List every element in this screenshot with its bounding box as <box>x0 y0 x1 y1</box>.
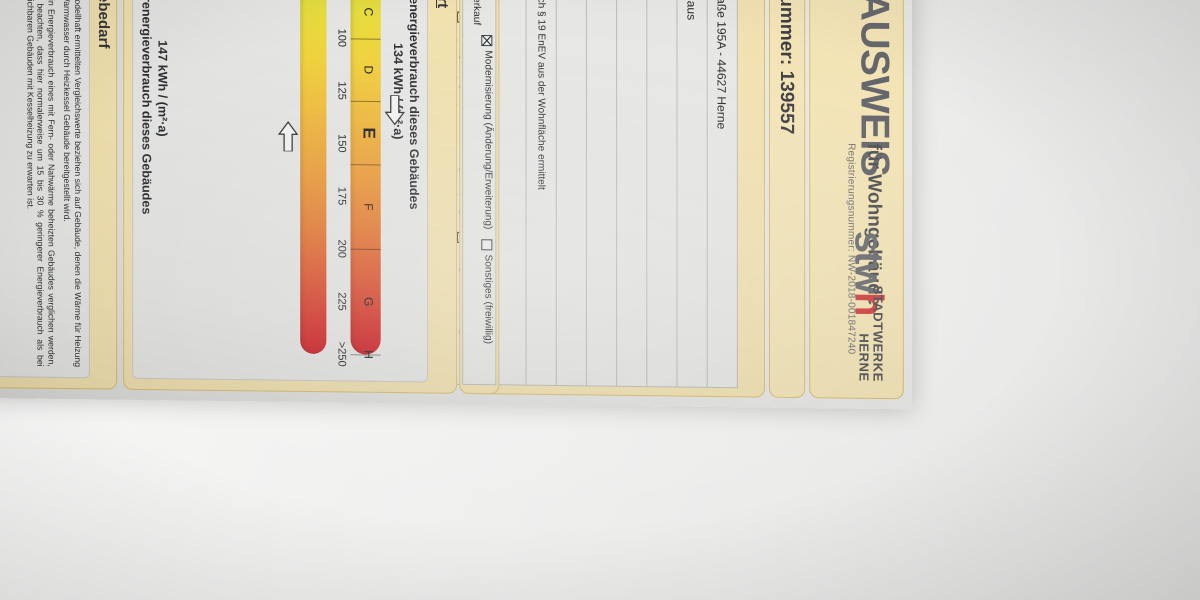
tick-label-200: 200 <box>335 239 348 259</box>
table-row: Gebäudeteil <box>647 0 678 388</box>
row-value-anzahl-wohnungen: 3 <box>556 0 587 387</box>
primary-energy-marker-arrow <box>278 121 299 152</box>
table-row: Baujahr Anlagentechnik / Baujahr Lüftung… <box>586 0 618 387</box>
consumption-section-title: Energieverbrauchskennwert <box>434 0 451 8</box>
energy-scale-card: Endenergieverbrauch dieses Gebäudes 134 … <box>132 0 428 383</box>
option-label: Vermietung/Verkauf <box>471 0 482 25</box>
building-section: Gebäude Adresse Castroper Straße 195A - … <box>438 0 765 398</box>
table-row: Adresse Castroper Straße 195A - 44627 He… <box>707 0 738 389</box>
logo-utility-line2: HERNE <box>856 333 872 382</box>
option-label: Sonstiges (freiwillig) <box>482 254 494 345</box>
class-letter-C: C <box>361 7 376 17</box>
document-header: ENERGIEAUSWEIS für Wohngebäude Zusammenf… <box>809 0 904 400</box>
reason-option-vermietung-verkauf[interactable]: Vermietung/Verkauf <box>471 0 482 25</box>
reason-option-modernisierung[interactable]: Modernisierung (Änderung/Erweiterung) <box>481 35 494 230</box>
row-value-adresse: Castroper Straße 195A - 44627 Herne <box>707 0 738 389</box>
class-divider <box>350 248 381 251</box>
table-row: Gebäudenutzfläche (AN) 266 nach § 19 EnE… <box>526 0 557 386</box>
area-note-checkbox-line: nach § 19 EnEV aus der Wohnfläche ermitt… <box>536 0 547 190</box>
row-value-energietraeger: Erdgas H <box>496 0 527 386</box>
class-letter-E: E <box>359 127 379 139</box>
tick-label-150: 150 <box>335 134 348 153</box>
class-divider <box>350 101 381 103</box>
area-note-label: nach § 19 EnEV aus der Wohnfläche ermitt… <box>535 0 547 190</box>
reason-option-neubau[interactable]: Neubau <box>482 0 493 25</box>
end-energy-marker-arrow <box>384 95 405 126</box>
comparison-card: A+ABCDEFGH 0255075100125150175200225>250… <box>0 0 90 379</box>
tick-label-gt250: >250 <box>335 341 348 367</box>
class-divider <box>350 164 381 166</box>
checkbox-icon[interactable] <box>481 239 493 251</box>
stadtwerke-herne-logo: stwh STADTWERKE HERNE <box>824 230 894 382</box>
class-divider <box>350 38 381 40</box>
end-energy-caption-line2: 134 kWh / (m²·a) <box>390 42 405 140</box>
logo-wordmark-text: stw <box>846 230 891 293</box>
table-row-anlass: Anlass der Ausstellung des Energieauswei… <box>462 0 497 386</box>
reason-section: Anlass der Ausstellung des Energieauswei… <box>459 0 500 395</box>
object-number-bar: Objektnummer: 139557 <box>769 0 806 399</box>
row-value-anlass: Neubau Vermietung/Verkauf Modernisierung… <box>462 0 497 386</box>
comparison-paragraph-1: Die modellhaft ermittelten Vergleichswer… <box>62 0 83 368</box>
table-row: Wesentliche Energieträger für Heizung un… <box>496 0 527 386</box>
energy-consumption-section: Energieverbrauchskennwert Endenergieverb… <box>123 0 458 394</box>
table-row: Baujahr Gebäude 1983 <box>617 0 648 388</box>
end-energy-class-letters: A+ABCDEFGH <box>350 0 381 359</box>
comparison-section: Vergleichswerte Endenergiebedarf A+ABCDE… <box>0 0 118 390</box>
row-value-baujahr-gebaeude: 1983 <box>617 0 648 388</box>
class-letter-F: F <box>361 203 376 211</box>
logo-utility-line1: STADTWERKE <box>870 285 886 382</box>
comparison-section-title: Vergleichswerte Endenergiebedarf <box>95 0 112 49</box>
primary-energy-caption-line2: Primärenergieverbrauch dieses Gebäudes <box>139 0 154 215</box>
table-row: Gebäudetyp Mehrfamilienhaus <box>677 0 708 388</box>
energy-certificate-sheet: ENERGIEAUSWEIS für Wohngebäude Zusammenf… <box>0 0 912 409</box>
tick-label-175: 175 <box>335 186 348 206</box>
end-energy-caption-line1: Endenergieverbrauch dieses Gebäudes <box>406 0 421 210</box>
tick-label-100: 100 <box>335 28 348 48</box>
row-value-baujahr-anlagentechnik: 2016 <box>586 0 618 387</box>
end-energy-tick-labels: 0255075100125150175200225>250 <box>331 0 348 367</box>
row-value-gebaeudenutzflaeche: 266 nach § 19 EnEV aus der Wohnfläche er… <box>526 0 557 386</box>
table-row: Anzahl Wohnungen 3 <box>556 0 587 387</box>
logo-utility-name: STADTWERKE HERNE <box>856 285 886 382</box>
energy-certificate-sheet-rotation: ENERGIEAUSWEIS für Wohngebäude Zusammenf… <box>0 0 912 409</box>
checkbox-icon[interactable] <box>481 35 493 47</box>
option-label: Modernisierung (Änderung/Erweiterung) <box>482 50 494 230</box>
object-number: Objektnummer: 139557 <box>776 0 798 135</box>
comparison-explanatory-text: Die modellhaft ermittelten Vergleichswer… <box>20 0 83 367</box>
row-value-gebaeudetyp: Mehrfamilienhaus <box>677 0 708 388</box>
handwritten-signature <box>0 185 7 378</box>
tick-label-125: 125 <box>335 81 348 100</box>
comparison-paragraph-2: Soll ein Energieverbrauch eines mit Fern… <box>25 0 57 367</box>
primary-energy-scale-bar <box>300 0 327 354</box>
class-letter-D: D <box>361 65 376 75</box>
primary-energy-caption-line1: 147 kWh / (m²·a) <box>155 40 170 137</box>
class-divider <box>350 354 381 356</box>
tick-label-225: 225 <box>335 292 348 311</box>
row-value-gebaeudeteil <box>647 0 678 388</box>
class-letter-G: G <box>361 297 376 307</box>
reason-option-sonstiges[interactable]: Sonstiges (freiwillig) <box>481 239 494 345</box>
